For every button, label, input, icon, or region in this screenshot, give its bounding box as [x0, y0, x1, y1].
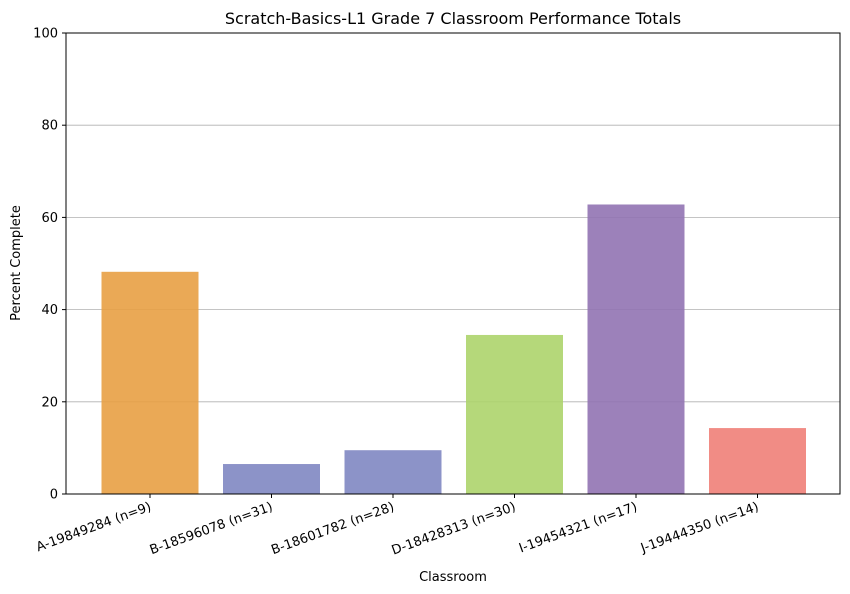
- x-tick-label: I-19454321 (n=17): [517, 500, 639, 557]
- bar: [223, 464, 320, 494]
- y-tick-label: 60: [41, 211, 58, 226]
- x-tick-label: B-18601782 (n=28): [269, 500, 396, 558]
- x-tick-label: J-19444350 (n=14): [638, 500, 761, 557]
- y-tick-label: 20: [41, 395, 58, 410]
- bar: [466, 334, 563, 494]
- y-axis-ticks: 0 20 40 60 80 100: [33, 27, 66, 503]
- bar: [101, 271, 199, 494]
- y-axis-label: Percent Complete: [9, 205, 24, 321]
- x-axis-ticks: A-19849284 (n=9)B-18596078 (n=31)B-18601…: [34, 494, 761, 559]
- plot-frame: [65, 32, 841, 495]
- y-tick-label: 100: [33, 27, 58, 42]
- y-tick-label: 40: [41, 303, 58, 318]
- y-tick-label: 80: [41, 119, 58, 134]
- bar: [709, 428, 806, 494]
- bar: [587, 204, 685, 494]
- x-axis-label: Classroom: [419, 570, 487, 585]
- x-tick-label: D-18428313 (n=30): [390, 500, 518, 559]
- x-tick-label: B-18596078 (n=31): [148, 500, 275, 558]
- bars: [101, 204, 806, 494]
- bar: [344, 450, 442, 494]
- y-tick-label: 0: [50, 488, 58, 503]
- x-tick-label: A-19849284 (n=9): [34, 500, 153, 556]
- chart-title: Scratch-Basics-L1 Grade 7 Classroom Perf…: [225, 9, 681, 28]
